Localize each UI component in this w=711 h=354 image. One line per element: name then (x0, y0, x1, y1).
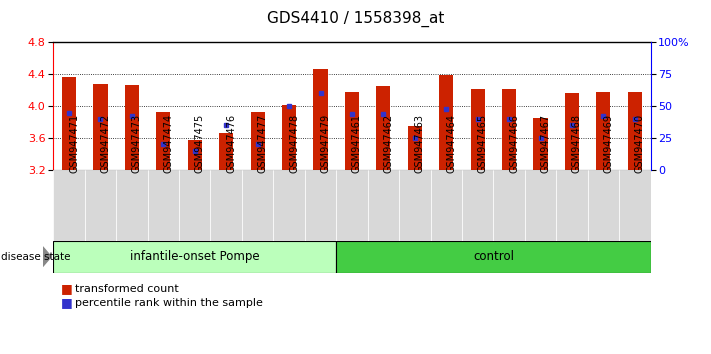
Bar (471, 89, 485, 170)
Text: GSM947479: GSM947479 (321, 114, 331, 173)
FancyBboxPatch shape (368, 170, 399, 241)
FancyBboxPatch shape (431, 170, 462, 241)
Text: ■: ■ (60, 282, 73, 295)
FancyBboxPatch shape (116, 170, 148, 241)
Text: GSM947465: GSM947465 (478, 114, 488, 173)
FancyBboxPatch shape (242, 170, 273, 241)
Bar (628, 92, 642, 170)
FancyBboxPatch shape (493, 170, 525, 241)
Bar (219, 133, 233, 170)
Text: GSM947474: GSM947474 (164, 114, 173, 173)
Text: GSM947475: GSM947475 (195, 114, 205, 173)
Text: GSM947469: GSM947469 (604, 114, 614, 173)
Text: GSM947468: GSM947468 (572, 114, 582, 173)
FancyBboxPatch shape (148, 170, 179, 241)
Text: GSM947478: GSM947478 (289, 114, 299, 173)
FancyBboxPatch shape (210, 170, 242, 241)
Bar (533, 118, 547, 170)
Text: GSM947476: GSM947476 (226, 114, 236, 173)
FancyBboxPatch shape (53, 241, 336, 273)
FancyBboxPatch shape (179, 170, 210, 241)
Text: GSM947467: GSM947467 (540, 114, 550, 173)
FancyBboxPatch shape (53, 170, 85, 241)
FancyBboxPatch shape (556, 170, 588, 241)
FancyBboxPatch shape (399, 170, 431, 241)
Bar (565, 93, 579, 170)
Bar (407, 126, 422, 170)
Text: transformed count: transformed count (75, 284, 178, 293)
Text: disease state: disease state (1, 252, 71, 262)
Text: control: control (473, 250, 514, 263)
Text: ■: ■ (60, 296, 73, 309)
FancyBboxPatch shape (85, 170, 116, 241)
Text: GSM947461: GSM947461 (352, 114, 362, 173)
Text: percentile rank within the sample: percentile rank within the sample (75, 298, 262, 308)
Text: GSM947477: GSM947477 (257, 114, 267, 173)
Bar (439, 75, 454, 170)
FancyBboxPatch shape (462, 170, 493, 241)
FancyBboxPatch shape (336, 170, 368, 241)
Bar (62, 77, 76, 170)
Bar (314, 69, 328, 170)
Text: GSM947471: GSM947471 (69, 114, 79, 173)
Bar (282, 105, 296, 170)
Bar (93, 84, 107, 170)
FancyBboxPatch shape (588, 170, 619, 241)
Bar (250, 112, 264, 170)
Text: GSM947464: GSM947464 (447, 114, 456, 173)
FancyBboxPatch shape (305, 170, 336, 241)
FancyBboxPatch shape (336, 241, 651, 273)
Text: GSM947463: GSM947463 (415, 114, 424, 173)
Text: GSM947466: GSM947466 (509, 114, 519, 173)
Polygon shape (43, 247, 51, 267)
Bar (156, 112, 171, 170)
Text: infantile-onset Pompe: infantile-onset Pompe (130, 250, 260, 263)
FancyBboxPatch shape (619, 170, 651, 241)
Bar (597, 92, 611, 170)
Bar (345, 92, 359, 170)
Text: GSM947470: GSM947470 (635, 114, 645, 173)
Bar (376, 86, 390, 170)
Bar (125, 85, 139, 170)
FancyBboxPatch shape (273, 170, 305, 241)
Text: GSM947462: GSM947462 (383, 114, 393, 173)
Text: GDS4410 / 1558398_at: GDS4410 / 1558398_at (267, 11, 444, 27)
Bar (188, 139, 202, 170)
Text: GSM947473: GSM947473 (132, 114, 142, 173)
Bar (502, 89, 516, 170)
Text: GSM947472: GSM947472 (100, 114, 110, 173)
FancyBboxPatch shape (525, 170, 556, 241)
